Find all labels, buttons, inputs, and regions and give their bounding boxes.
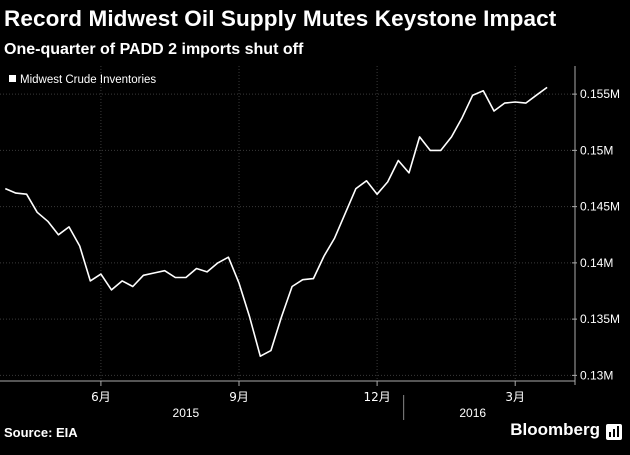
- legend-swatch: [9, 75, 16, 82]
- x-month-label: 6月: [91, 390, 111, 404]
- legend: Midwest Crude Inventories: [9, 74, 156, 86]
- y-tick-label: 0.155M: [580, 87, 620, 101]
- y-tick-label: 0.13M: [580, 368, 613, 382]
- y-tick-label: 0.15M: [580, 143, 613, 157]
- series-layer: [4, 86, 548, 358]
- x-month-label: 12月: [363, 390, 390, 404]
- x-month-label: 3月: [505, 390, 525, 404]
- x-year-label: 2015: [173, 406, 200, 420]
- gridlines: [0, 66, 575, 381]
- brand-label: Bloomberg: [510, 420, 600, 439]
- chart-title: Record Midwest Oil Supply Mutes Keystone…: [4, 6, 557, 31]
- x-year-label: 2016: [459, 406, 486, 420]
- y-tick-label: 0.135M: [580, 312, 620, 326]
- bloomberg-logo-icon: [606, 424, 622, 440]
- y-tick-label: 0.14M: [580, 256, 613, 270]
- y-tick-label: 0.145M: [580, 200, 620, 214]
- x-axis: 6月 9月 12月 3月 2015 2016: [0, 380, 575, 420]
- x-month-label: 9月: [229, 390, 249, 404]
- chart-subtitle: One-quarter of PADD 2 imports shut off: [4, 41, 304, 58]
- source-note: Source: EIA: [4, 425, 78, 440]
- y-axis: 0.13M 0.135M 0.14M 0.145M 0.15M 0.155M: [572, 66, 620, 385]
- series-line-midwest-crude-inventories: [4, 86, 548, 358]
- legend-label: Midwest Crude Inventories: [20, 74, 156, 86]
